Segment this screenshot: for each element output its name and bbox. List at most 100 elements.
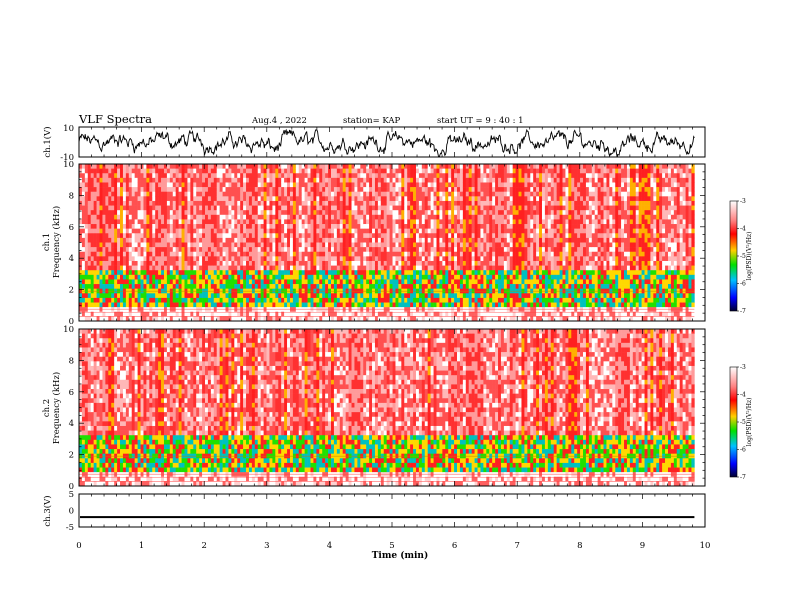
spectrogram-cell — [266, 260, 270, 266]
spectrogram-cell — [445, 233, 449, 239]
spectrogram-cell — [380, 196, 385, 202]
spectrogram-cell — [407, 233, 411, 239]
spectrogram-cell — [342, 168, 346, 174]
spectrogram-cell — [398, 219, 402, 225]
spectrogram-cell — [307, 224, 311, 229]
spectrogram-cell — [418, 302, 423, 308]
spectrogram-cell — [281, 247, 285, 253]
spectrogram-cell — [413, 191, 417, 197]
spectrogram-cell — [424, 284, 428, 289]
spectrogram-cell — [184, 191, 188, 197]
spectrogram-cell — [102, 237, 106, 243]
spectrogram-cell — [284, 191, 288, 197]
spectrogram-cell — [140, 210, 144, 216]
spectrogram-cell — [357, 260, 361, 266]
spectrogram-cell — [269, 191, 273, 197]
spectrogram-cell — [445, 224, 449, 229]
spectrogram-cell — [354, 293, 358, 299]
spectrogram-cell — [272, 168, 276, 174]
spectrogram-cell — [360, 237, 364, 243]
spectrogram-cell — [181, 297, 185, 303]
spectrogram-cell — [169, 237, 174, 243]
spectrogram-cell — [272, 187, 276, 193]
spectrogram-cell — [213, 173, 218, 179]
spectrogram-cell — [175, 224, 179, 229]
spectrogram-cell — [307, 297, 311, 303]
spectrogram-cell — [480, 297, 484, 303]
spectrogram-cell — [87, 242, 92, 248]
spectrogram-cell — [331, 224, 335, 229]
spectrogram-cell — [383, 187, 387, 193]
spectrogram-cell — [459, 242, 464, 248]
spectrogram-cell — [219, 270, 223, 276]
spectrogram-cell — [483, 242, 487, 248]
spectrogram-cell — [407, 242, 411, 248]
spectrogram-cell — [248, 242, 253, 248]
spectrogram-cell — [278, 311, 282, 317]
spectrogram-cell — [260, 210, 264, 216]
spectrogram-cell — [87, 270, 92, 276]
spectrogram-cell — [219, 316, 223, 322]
spectrogram-cell — [108, 284, 112, 289]
spectrogram-cell — [351, 191, 355, 197]
spectrogram-cell — [222, 307, 226, 313]
spectrogram-cell — [372, 187, 376, 193]
spectrogram-cell — [172, 173, 176, 179]
spectrogram-cell — [128, 302, 133, 308]
spectrogram-cell — [298, 191, 302, 197]
spectrogram-cell — [351, 187, 355, 193]
spectrogram-cell — [433, 187, 437, 193]
spectrogram-cell — [316, 316, 320, 322]
spectrogram-cell — [436, 279, 440, 285]
spectrogram-cell — [228, 200, 232, 206]
spectrogram-cell — [348, 233, 352, 239]
spectrogram-cell — [166, 210, 171, 216]
spectrogram-cell — [205, 191, 209, 197]
spectrogram-cell — [389, 251, 393, 257]
spectrogram-cell — [193, 224, 197, 229]
spectrogram-cell — [360, 265, 364, 271]
spectrogram-cell — [404, 237, 408, 243]
spectrogram-cell — [93, 196, 97, 202]
spectrogram-cell — [445, 196, 449, 202]
spectrogram-cell — [372, 316, 376, 322]
spectrogram-cell — [120, 311, 124, 317]
spectrogram-cell — [284, 302, 288, 308]
spectrogram-cell — [313, 233, 317, 239]
spectrogram-cell — [263, 173, 267, 179]
spectrogram-cell — [219, 265, 223, 271]
spectrogram-cell — [336, 247, 341, 253]
spectrogram-cell — [266, 214, 270, 220]
spectrogram-cell — [451, 219, 455, 225]
spectrogram-cell — [386, 247, 390, 253]
spectrogram-cell — [281, 173, 285, 179]
spectrogram-cell — [421, 260, 426, 266]
spectrogram-cell — [155, 182, 159, 188]
spectrogram-cell — [163, 196, 168, 202]
spectrogram-cell — [474, 302, 478, 308]
spectrogram-cell — [480, 311, 484, 317]
spectrogram-cell — [137, 214, 141, 220]
spectrogram-cell — [158, 307, 162, 313]
spectrogram-cell — [415, 293, 420, 299]
spectrogram-cell — [325, 237, 329, 243]
spectrogram-cell — [269, 196, 273, 202]
spectrogram-cell — [166, 316, 171, 322]
spectrogram-cell — [125, 173, 130, 179]
spectrogram-cell — [448, 274, 452, 280]
spectrogram-cell — [427, 293, 431, 299]
spectrogram-cell — [105, 233, 109, 239]
spectrogram-cell — [125, 316, 130, 322]
spectrogram-cell — [421, 242, 426, 248]
spectrogram-cell — [243, 168, 247, 174]
spectrogram-cell — [155, 224, 159, 229]
spectrogram-cell — [137, 265, 141, 271]
spectrogram-cell — [137, 205, 141, 211]
spectrogram-cell — [79, 265, 83, 271]
spectrogram-cell — [430, 196, 434, 202]
spectrogram-cell — [281, 256, 285, 262]
spectrogram-cell — [122, 205, 127, 211]
spectrogram-cell — [357, 191, 361, 197]
spectrogram-cell — [336, 256, 341, 262]
spectrogram-cell — [336, 270, 341, 276]
